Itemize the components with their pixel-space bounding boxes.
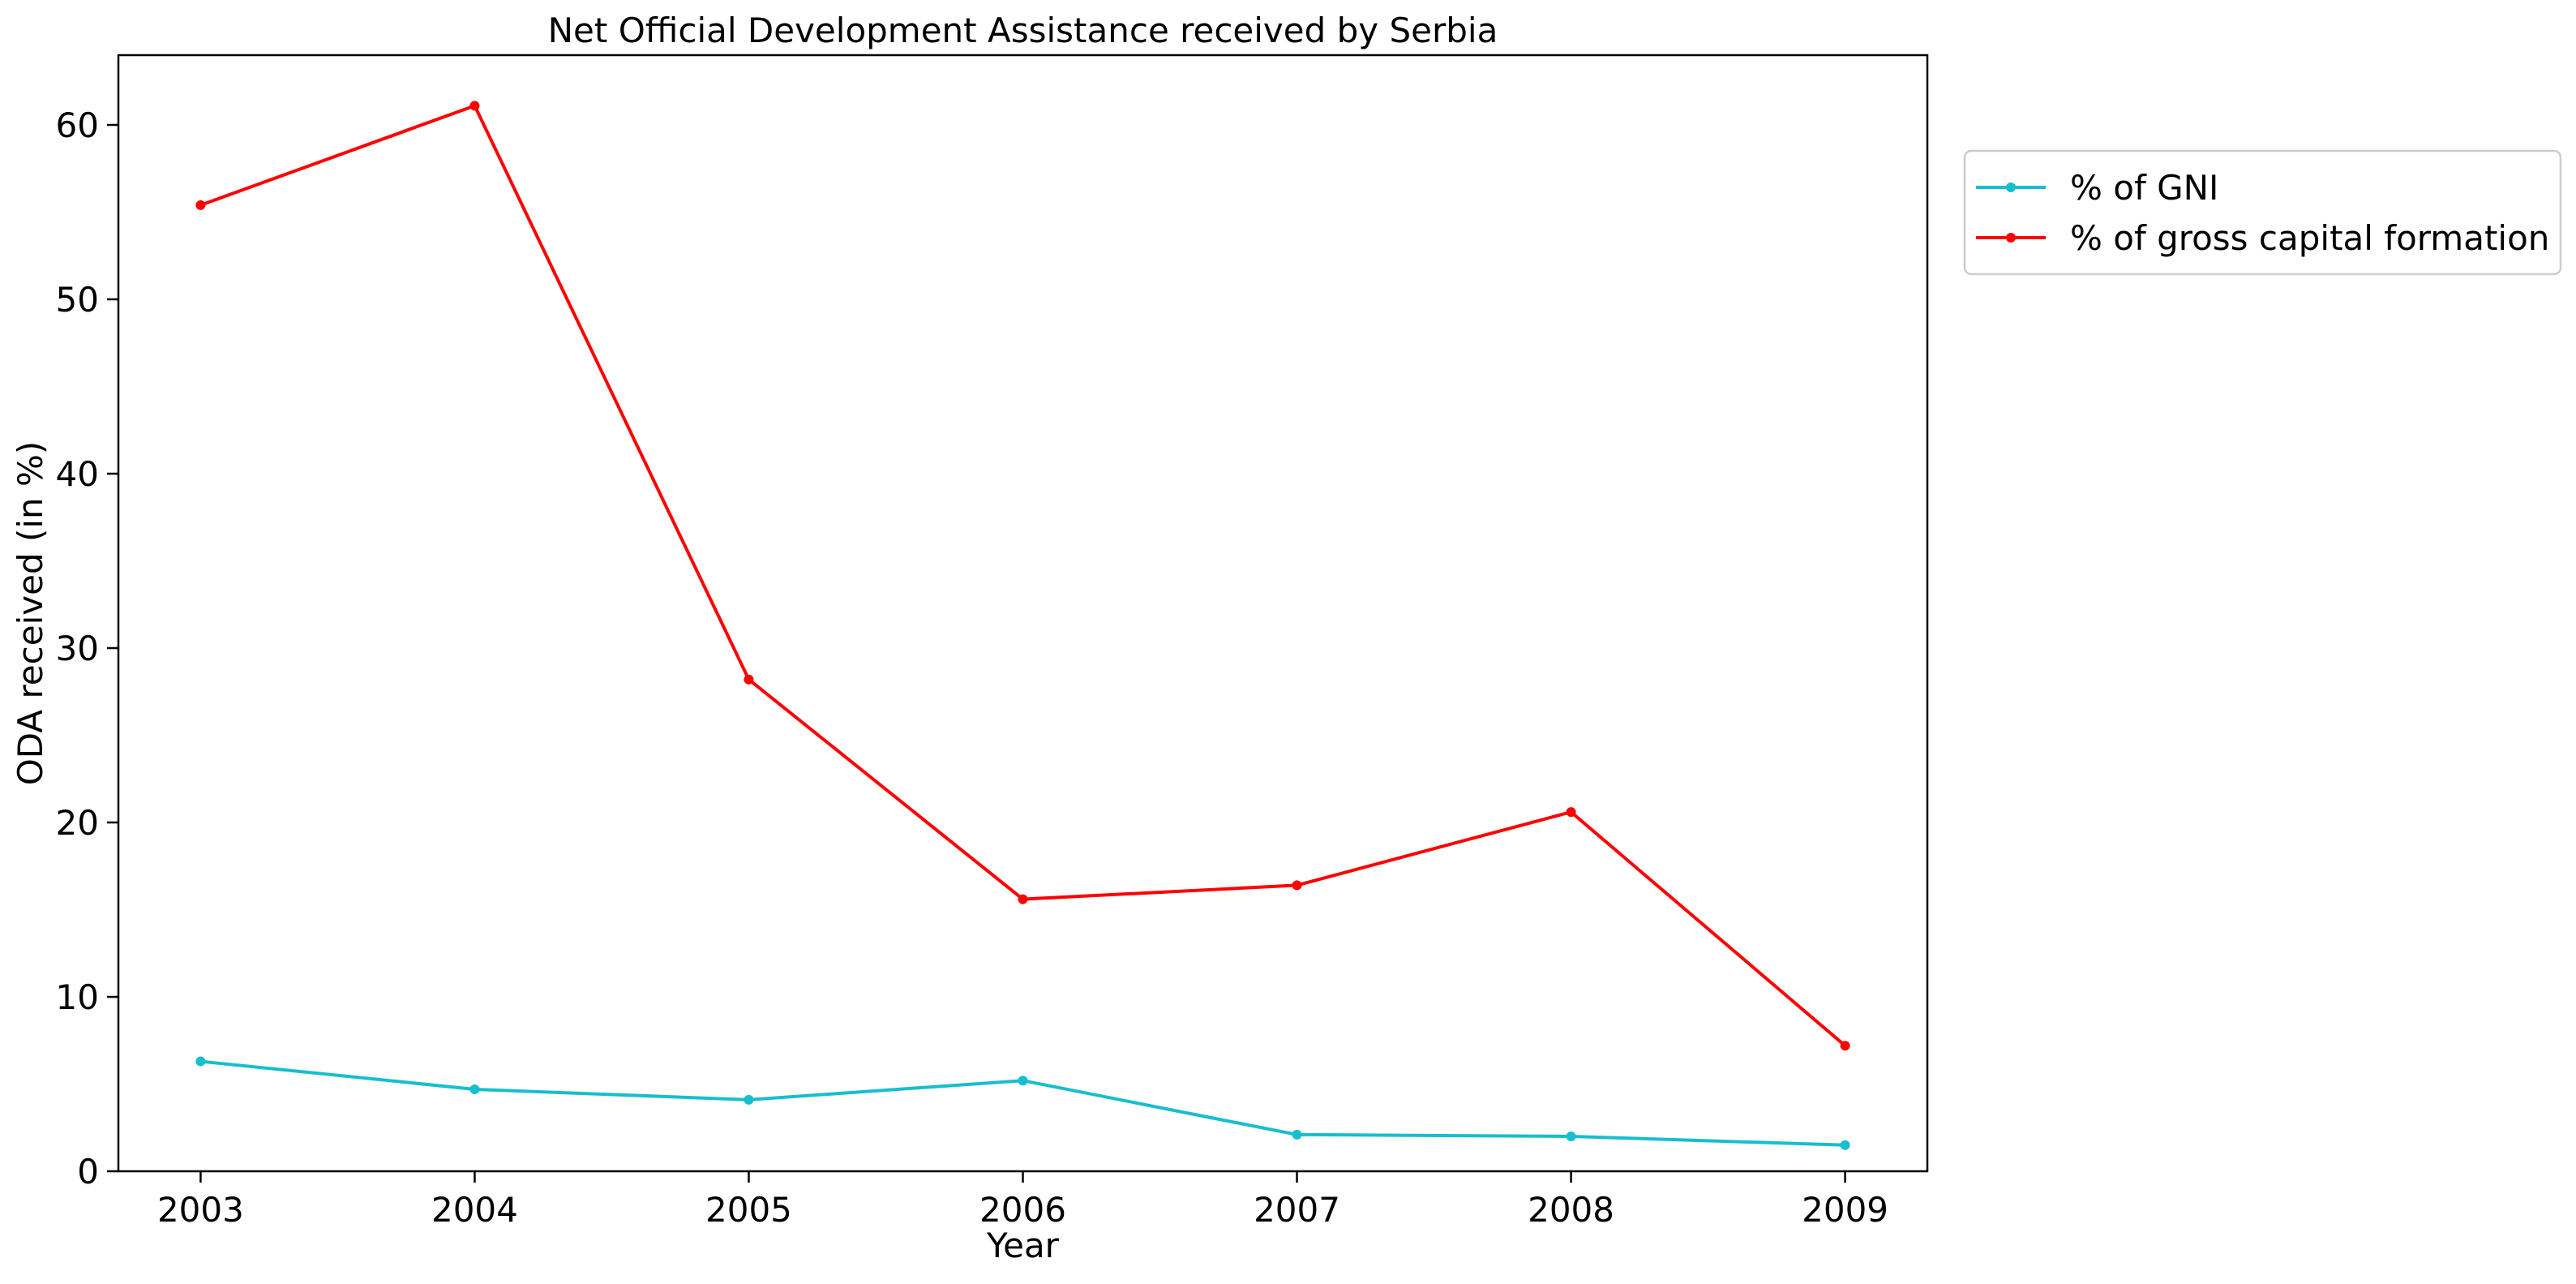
legend: % of GNI % of gross capital formation: [1963, 149, 2562, 276]
y-axis-title: ODA received (in %): [11, 441, 50, 786]
x-axis-title: Year: [986, 1226, 1060, 1265]
data-point-1-2008: [1566, 1132, 1576, 1141]
data-point-1-2006: [1018, 1076, 1028, 1086]
chart-title: Net Official Development Assistance rece…: [548, 11, 1498, 50]
data-point-1-2007: [1292, 1129, 1302, 1140]
x-tick-label: 2004: [431, 1190, 518, 1230]
data-point-2-2007: [1292, 880, 1302, 891]
data-point-1-2005: [744, 1094, 754, 1105]
x-tick-label: 2003: [157, 1190, 244, 1230]
y-tick-label: 20: [56, 803, 99, 843]
x-tick-label: 2009: [1802, 1190, 1888, 1230]
legend-label-1: % of GNI: [2070, 168, 2218, 208]
data-point-1-2009: [1840, 1140, 1850, 1150]
y-tick-label: 60: [56, 105, 99, 145]
data-point-1-2003: [195, 1056, 206, 1067]
data-point-2-2005: [744, 674, 754, 685]
data-point-2-2004: [469, 101, 480, 111]
data-point-2-2008: [1566, 807, 1576, 818]
legend-marker-1: [2006, 183, 2016, 192]
data-point-2-2003: [195, 200, 206, 210]
y-tick-label: 10: [56, 977, 99, 1017]
x-tick-label: 2005: [705, 1190, 792, 1230]
plot-area: 2003 2004 2005 2006 2007 2008 2009 0 10 20 30 40 50 6…: [56, 54, 1929, 1230]
data-point-2-2009: [1840, 1041, 1850, 1051]
y-tick-label: 40: [56, 454, 99, 494]
x-tick-label: 2007: [1254, 1190, 1340, 1230]
x-tick-label: 2006: [979, 1190, 1066, 1230]
legend-label-2: % of gross capital formation: [2070, 218, 2549, 258]
data-point-1-2004: [469, 1084, 480, 1094]
x-tick-label: 2008: [1528, 1190, 1614, 1230]
y-tick-label: 50: [56, 280, 99, 320]
y-tick-label: 30: [56, 629, 99, 668]
legend-marker-2: [2006, 233, 2016, 243]
legend-frame: [1963, 149, 2562, 276]
data-point-2-2006: [1018, 894, 1028, 904]
y-tick-label: 0: [77, 1152, 99, 1192]
